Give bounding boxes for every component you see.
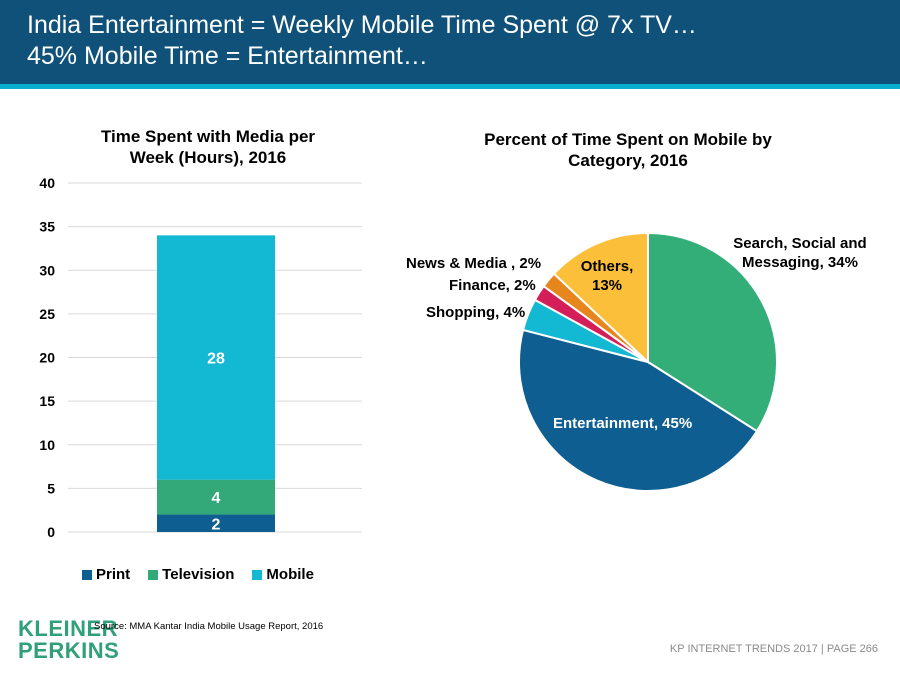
bar-chart-title-line-2: Week (Hours), 2016	[129, 148, 287, 167]
bar-chart-legend: Print Television Mobile	[82, 566, 314, 583]
pie-label-shopping: Shopping, 4%	[426, 304, 526, 321]
logo-line-1: KLEINER	[18, 616, 119, 641]
bar-segment-mobile	[157, 235, 275, 480]
y-tick-label: 30	[39, 262, 55, 278]
y-tick-label: 15	[39, 393, 55, 409]
slide-title-line-1: India Entertainment = Weekly Mobile Time…	[27, 11, 697, 39]
pie-label-finance: Finance, 2%	[449, 277, 536, 294]
bar-data-label-mobile: 28	[207, 351, 225, 368]
y-tick-label: 10	[39, 437, 55, 453]
legend-label-print: Print	[96, 566, 131, 583]
pie-chart-title-line-1: Percent of Time Spent on Mobile by	[484, 130, 772, 149]
pie-label-others-line-2: 13%	[591, 277, 623, 294]
slide-title: India Entertainment = Weekly Mobile Time…	[27, 10, 697, 72]
pie-label-others-line-1: Others,	[580, 258, 634, 275]
legend-swatch-television	[148, 569, 159, 580]
pie-chart-title-line-2: Category, 2016	[568, 151, 688, 170]
bar-segment-television	[157, 479, 275, 515]
legend-swatch-mobile	[252, 569, 263, 580]
legend-item-television: Television	[148, 566, 234, 583]
y-tick-label: 20	[39, 350, 55, 366]
logo-line-2: PERKINS	[18, 638, 120, 663]
pie-label-search-line-1: Search, Social and	[733, 235, 867, 252]
page-footer: KP INTERNET TRENDS 2017 | PAGE 266	[669, 643, 878, 655]
pie-chart	[518, 231, 778, 492]
source-note: Source: MMA Kantar India Mobile Usage Re…	[94, 621, 324, 632]
bar-chart-title: Time Spent with Media per Week (Hours), …	[68, 126, 348, 168]
legend-swatch-print	[82, 569, 92, 580]
bar-segment-print	[157, 514, 275, 532]
legend-item-mobile: Mobile	[252, 566, 314, 583]
pie-label-search-line-2: Messaging, 34%	[742, 254, 858, 271]
pie-label-search: Search, Social and Messaging, 34%	[722, 234, 878, 272]
legend-label-mobile: Mobile	[266, 566, 314, 583]
header-accent-line	[0, 84, 900, 89]
legend-item-print: Print	[82, 566, 130, 583]
pie-label-entertainment: Entertainment, 45%	[553, 415, 693, 432]
pie-chart-title: Percent of Time Spent on Mobile by Categ…	[448, 129, 808, 171]
bar-chart: 0 5 10 15 20 25 30 35 40 2 4 28	[39, 175, 362, 540]
header-bar: India Entertainment = Weekly Mobile Time…	[0, 0, 900, 84]
bar-chart-title-line-1: Time Spent with Media per	[100, 127, 316, 146]
slide-title-line-2: 45% Mobile Time = Entertainment…	[27, 42, 428, 70]
y-tick-label: 40	[39, 175, 55, 191]
y-tick-label: 0	[47, 524, 55, 540]
bar-data-label-television: 4	[212, 490, 221, 507]
y-tick-label: 35	[39, 219, 55, 235]
pie-label-others: Others, 13%	[572, 257, 642, 295]
legend-label-television: Television	[162, 566, 235, 583]
y-tick-label: 25	[39, 306, 55, 322]
pie-slice-others	[552, 231, 649, 365]
pie-slice-entertainment	[518, 328, 759, 492]
pie-label-news-media: News & Media , 2%	[406, 255, 542, 272]
y-tick-label: 5	[47, 480, 55, 496]
kleiner-perkins-logo: KLEINER PERKINS	[18, 618, 119, 662]
bar-data-label-print: 2	[212, 516, 221, 533]
